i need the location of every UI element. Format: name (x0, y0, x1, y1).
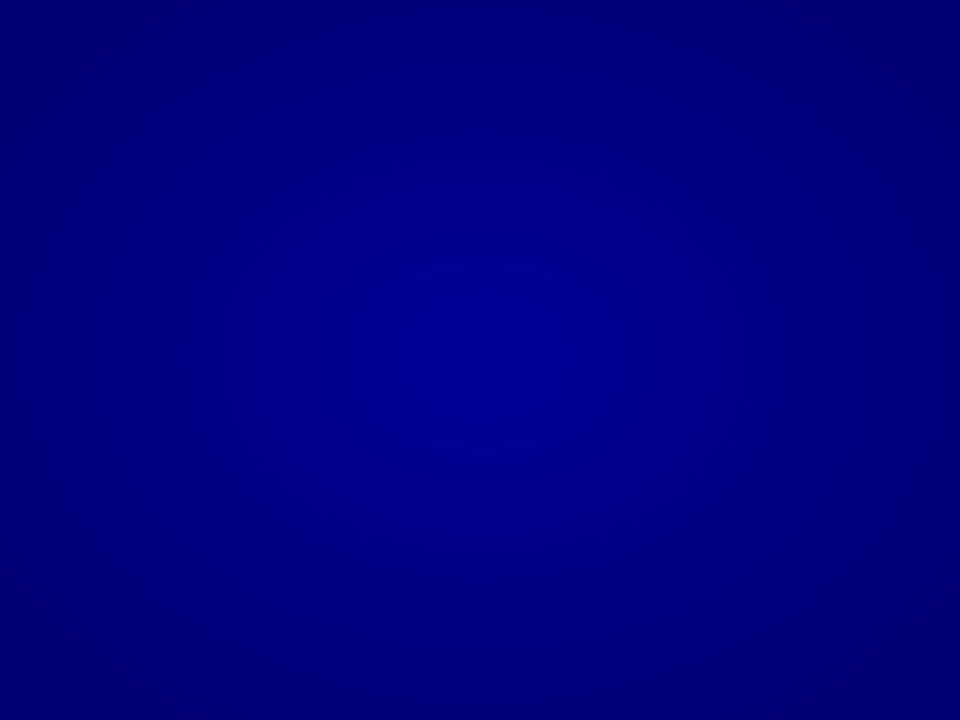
Text: – Vast majority treated in this manner are cured: – Vast majority treated in this manner a… (130, 472, 698, 495)
Circle shape (871, 686, 888, 699)
Text: 3.5 to 4:1 female to male gender distribution: 3.5 to 4:1 female to male gender distrib… (110, 263, 770, 291)
Text: > 95% of carcinomas arise from thyroid follicular
cells and are well-differentia: > 95% of carcinomas arise from thyroid f… (110, 322, 828, 383)
Text: •: • (62, 322, 82, 353)
Polygon shape (869, 651, 922, 668)
Text: Surgery +/- I-131 remains the standard of care: Surgery +/- I-131 remains the standard o… (110, 413, 795, 441)
Text: •: • (62, 263, 82, 294)
Text: Dimensions of the problem: Dimensions of the problem (160, 65, 800, 109)
Text: Increasing in incidence: Increasing in incidence (110, 162, 445, 190)
Polygon shape (869, 670, 922, 706)
Circle shape (901, 686, 919, 699)
Text: •: • (62, 513, 82, 544)
Text: •: • (62, 162, 82, 193)
Text: Emergence of Multiple TKIs in Iodine-Refractory
TC and MTC that can affect respo: Emergence of Multiple TKIs in Iodine-Ref… (110, 513, 804, 608)
Text: •: • (62, 413, 82, 444)
Polygon shape (869, 651, 922, 706)
Text: – 95% sporadic or RT-induced, 5% familial: – 95% sporadic or RT-induced, 5% familia… (130, 221, 625, 245)
